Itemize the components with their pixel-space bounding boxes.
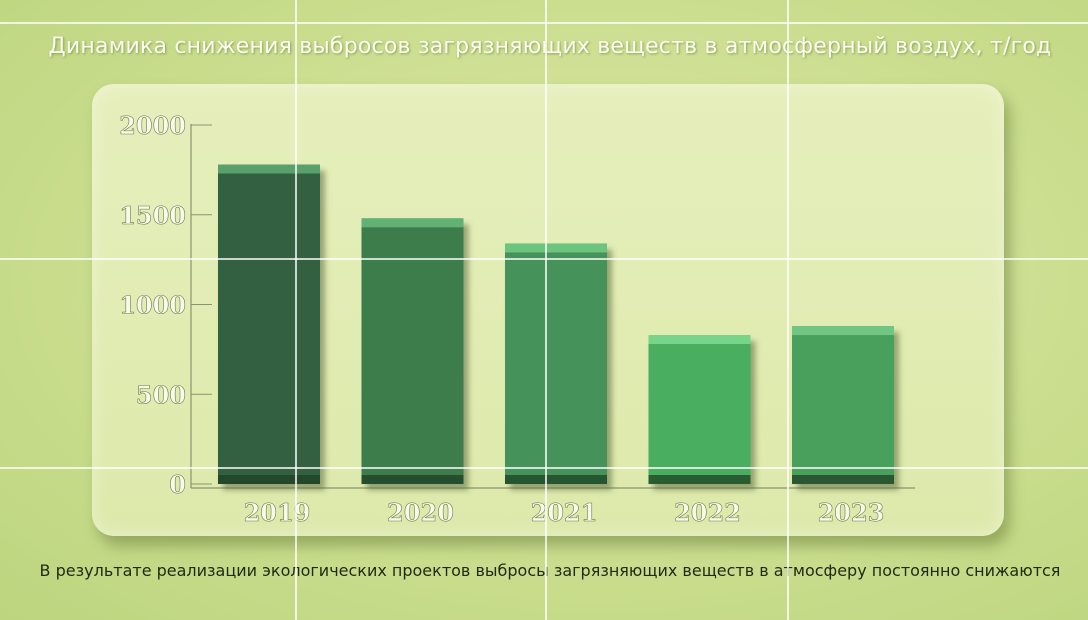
bar-body <box>648 335 751 484</box>
bar-top-cap <box>361 218 464 228</box>
bar-top-cap <box>648 335 751 345</box>
x-tick-label: 2021 <box>531 498 598 527</box>
x-tick-label: 2023 <box>818 498 885 527</box>
bar-base <box>361 475 464 484</box>
bar-base <box>792 475 894 484</box>
bar-2021 <box>505 243 607 484</box>
bar-2020 <box>361 218 464 484</box>
bar-body <box>361 218 464 484</box>
bar-2019 <box>218 164 320 485</box>
caption-text: В результате реализации экологических пр… <box>39 561 1061 580</box>
guide-line-vertical <box>295 0 297 620</box>
x-axis-labels: 2019 2020 2021 2022 2023 <box>243 498 885 528</box>
bar-top-cap <box>792 326 894 336</box>
x-tick-label: 2019 <box>244 498 311 527</box>
guide-line-vertical <box>787 0 789 620</box>
bar-base <box>505 475 607 484</box>
y-tick-label: 500 <box>136 380 186 409</box>
guide-line-vertical <box>545 0 547 620</box>
bars <box>218 164 894 485</box>
y-tick-label: 0 <box>169 470 186 499</box>
guide-line-horizontal <box>0 258 1088 260</box>
guide-line-horizontal <box>0 22 1088 24</box>
bar-body <box>792 326 894 484</box>
chart-title: Динамика снижения выбросов загрязняющих … <box>48 34 1052 59</box>
bar-2023 <box>792 326 894 484</box>
bar-top-cap <box>218 164 320 174</box>
guide-line-horizontal <box>0 467 1088 469</box>
bar-body <box>505 243 607 484</box>
y-tick-label: 1000 <box>119 291 186 320</box>
y-tick-label: 1500 <box>119 201 186 230</box>
x-tick-label: 2022 <box>674 498 741 527</box>
bar-2022 <box>648 335 751 484</box>
x-tick-label: 2020 <box>387 498 454 527</box>
bar-top-cap <box>505 243 607 253</box>
y-tick-label: 2000 <box>119 111 186 140</box>
bar-base <box>648 475 751 484</box>
bar-body <box>218 164 320 485</box>
bar-base <box>218 475 320 484</box>
y-axis-ticks: 0 500 1000 1500 2000 <box>119 111 212 499</box>
